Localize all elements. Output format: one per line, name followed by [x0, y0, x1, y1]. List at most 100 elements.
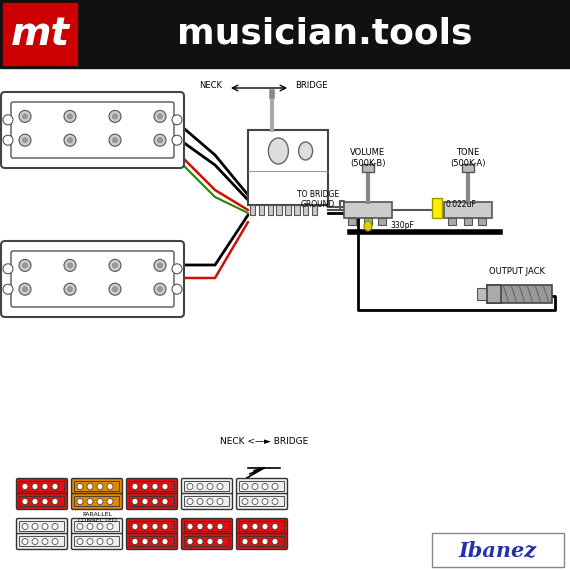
FancyBboxPatch shape: [11, 102, 174, 158]
Circle shape: [107, 523, 113, 530]
Circle shape: [19, 259, 31, 271]
Circle shape: [77, 539, 83, 544]
Circle shape: [67, 287, 72, 292]
Text: mt: mt: [10, 15, 70, 53]
Circle shape: [252, 499, 258, 504]
Circle shape: [157, 138, 162, 142]
Text: Ibanez: Ibanez: [459, 540, 537, 560]
Circle shape: [22, 483, 28, 490]
FancyBboxPatch shape: [1, 241, 184, 317]
Circle shape: [252, 523, 258, 530]
Text: PARALLEL
CONNECTED: PARALLEL CONNECTED: [77, 512, 117, 523]
Circle shape: [132, 499, 138, 504]
Circle shape: [217, 523, 223, 530]
Circle shape: [197, 539, 203, 544]
FancyBboxPatch shape: [239, 522, 284, 531]
Circle shape: [132, 483, 138, 490]
Circle shape: [109, 259, 121, 271]
Bar: [364, 218, 372, 225]
Circle shape: [64, 134, 76, 146]
Circle shape: [142, 539, 148, 544]
Circle shape: [262, 523, 268, 530]
Circle shape: [109, 111, 121, 123]
Circle shape: [87, 523, 93, 530]
FancyBboxPatch shape: [71, 534, 123, 549]
FancyBboxPatch shape: [185, 536, 230, 547]
FancyBboxPatch shape: [185, 496, 230, 507]
Circle shape: [22, 287, 27, 292]
Text: NECK: NECK: [199, 82, 222, 91]
Circle shape: [187, 483, 193, 490]
FancyBboxPatch shape: [19, 536, 64, 547]
Circle shape: [42, 499, 48, 504]
Bar: [432, 198, 442, 218]
Bar: [0, 68, 570, 423]
Circle shape: [19, 134, 31, 146]
Circle shape: [3, 135, 13, 145]
FancyBboxPatch shape: [127, 519, 177, 535]
Circle shape: [172, 135, 182, 145]
Circle shape: [112, 114, 117, 119]
Circle shape: [107, 499, 113, 504]
Circle shape: [154, 283, 166, 295]
Circle shape: [32, 483, 38, 490]
FancyBboxPatch shape: [129, 482, 174, 491]
Circle shape: [107, 483, 113, 490]
Circle shape: [207, 539, 213, 544]
Circle shape: [22, 114, 27, 119]
FancyBboxPatch shape: [71, 519, 123, 535]
FancyBboxPatch shape: [181, 478, 233, 495]
Circle shape: [22, 263, 27, 268]
Circle shape: [172, 264, 182, 274]
Circle shape: [142, 499, 148, 504]
Circle shape: [262, 539, 268, 544]
Circle shape: [172, 284, 182, 294]
Bar: [487, 285, 552, 303]
Circle shape: [67, 114, 72, 119]
Circle shape: [42, 523, 48, 530]
Circle shape: [77, 523, 83, 530]
Circle shape: [3, 115, 13, 125]
Bar: [3, 3, 77, 65]
Circle shape: [252, 539, 258, 544]
Bar: [248, 130, 328, 205]
FancyBboxPatch shape: [19, 482, 64, 491]
FancyBboxPatch shape: [239, 536, 284, 547]
Bar: [286, 205, 291, 215]
FancyBboxPatch shape: [75, 496, 120, 507]
Circle shape: [187, 539, 193, 544]
Circle shape: [272, 539, 278, 544]
Bar: [294, 205, 300, 215]
Text: TO BRIDGE
GROUND: TO BRIDGE GROUND: [297, 190, 339, 209]
Circle shape: [272, 499, 278, 504]
Text: musician.tools: musician.tools: [177, 17, 473, 51]
FancyBboxPatch shape: [237, 478, 287, 495]
Circle shape: [272, 523, 278, 530]
Circle shape: [52, 523, 58, 530]
Circle shape: [97, 499, 103, 504]
FancyBboxPatch shape: [75, 536, 120, 547]
Circle shape: [162, 539, 168, 544]
Circle shape: [64, 111, 76, 123]
Circle shape: [3, 284, 13, 294]
Circle shape: [67, 263, 72, 268]
Bar: [378, 218, 386, 225]
FancyBboxPatch shape: [181, 534, 233, 549]
Text: BRIDGE: BRIDGE: [295, 82, 328, 91]
Circle shape: [52, 499, 58, 504]
Circle shape: [152, 483, 158, 490]
Circle shape: [154, 259, 166, 271]
Circle shape: [262, 483, 268, 490]
Circle shape: [262, 499, 268, 504]
Circle shape: [112, 138, 117, 142]
Bar: [432, 533, 564, 567]
Circle shape: [162, 523, 168, 530]
Circle shape: [52, 483, 58, 490]
Ellipse shape: [268, 138, 288, 164]
Circle shape: [19, 111, 31, 123]
Circle shape: [272, 483, 278, 490]
Circle shape: [132, 539, 138, 544]
Circle shape: [22, 523, 28, 530]
FancyBboxPatch shape: [129, 536, 174, 547]
Bar: [362, 164, 374, 172]
